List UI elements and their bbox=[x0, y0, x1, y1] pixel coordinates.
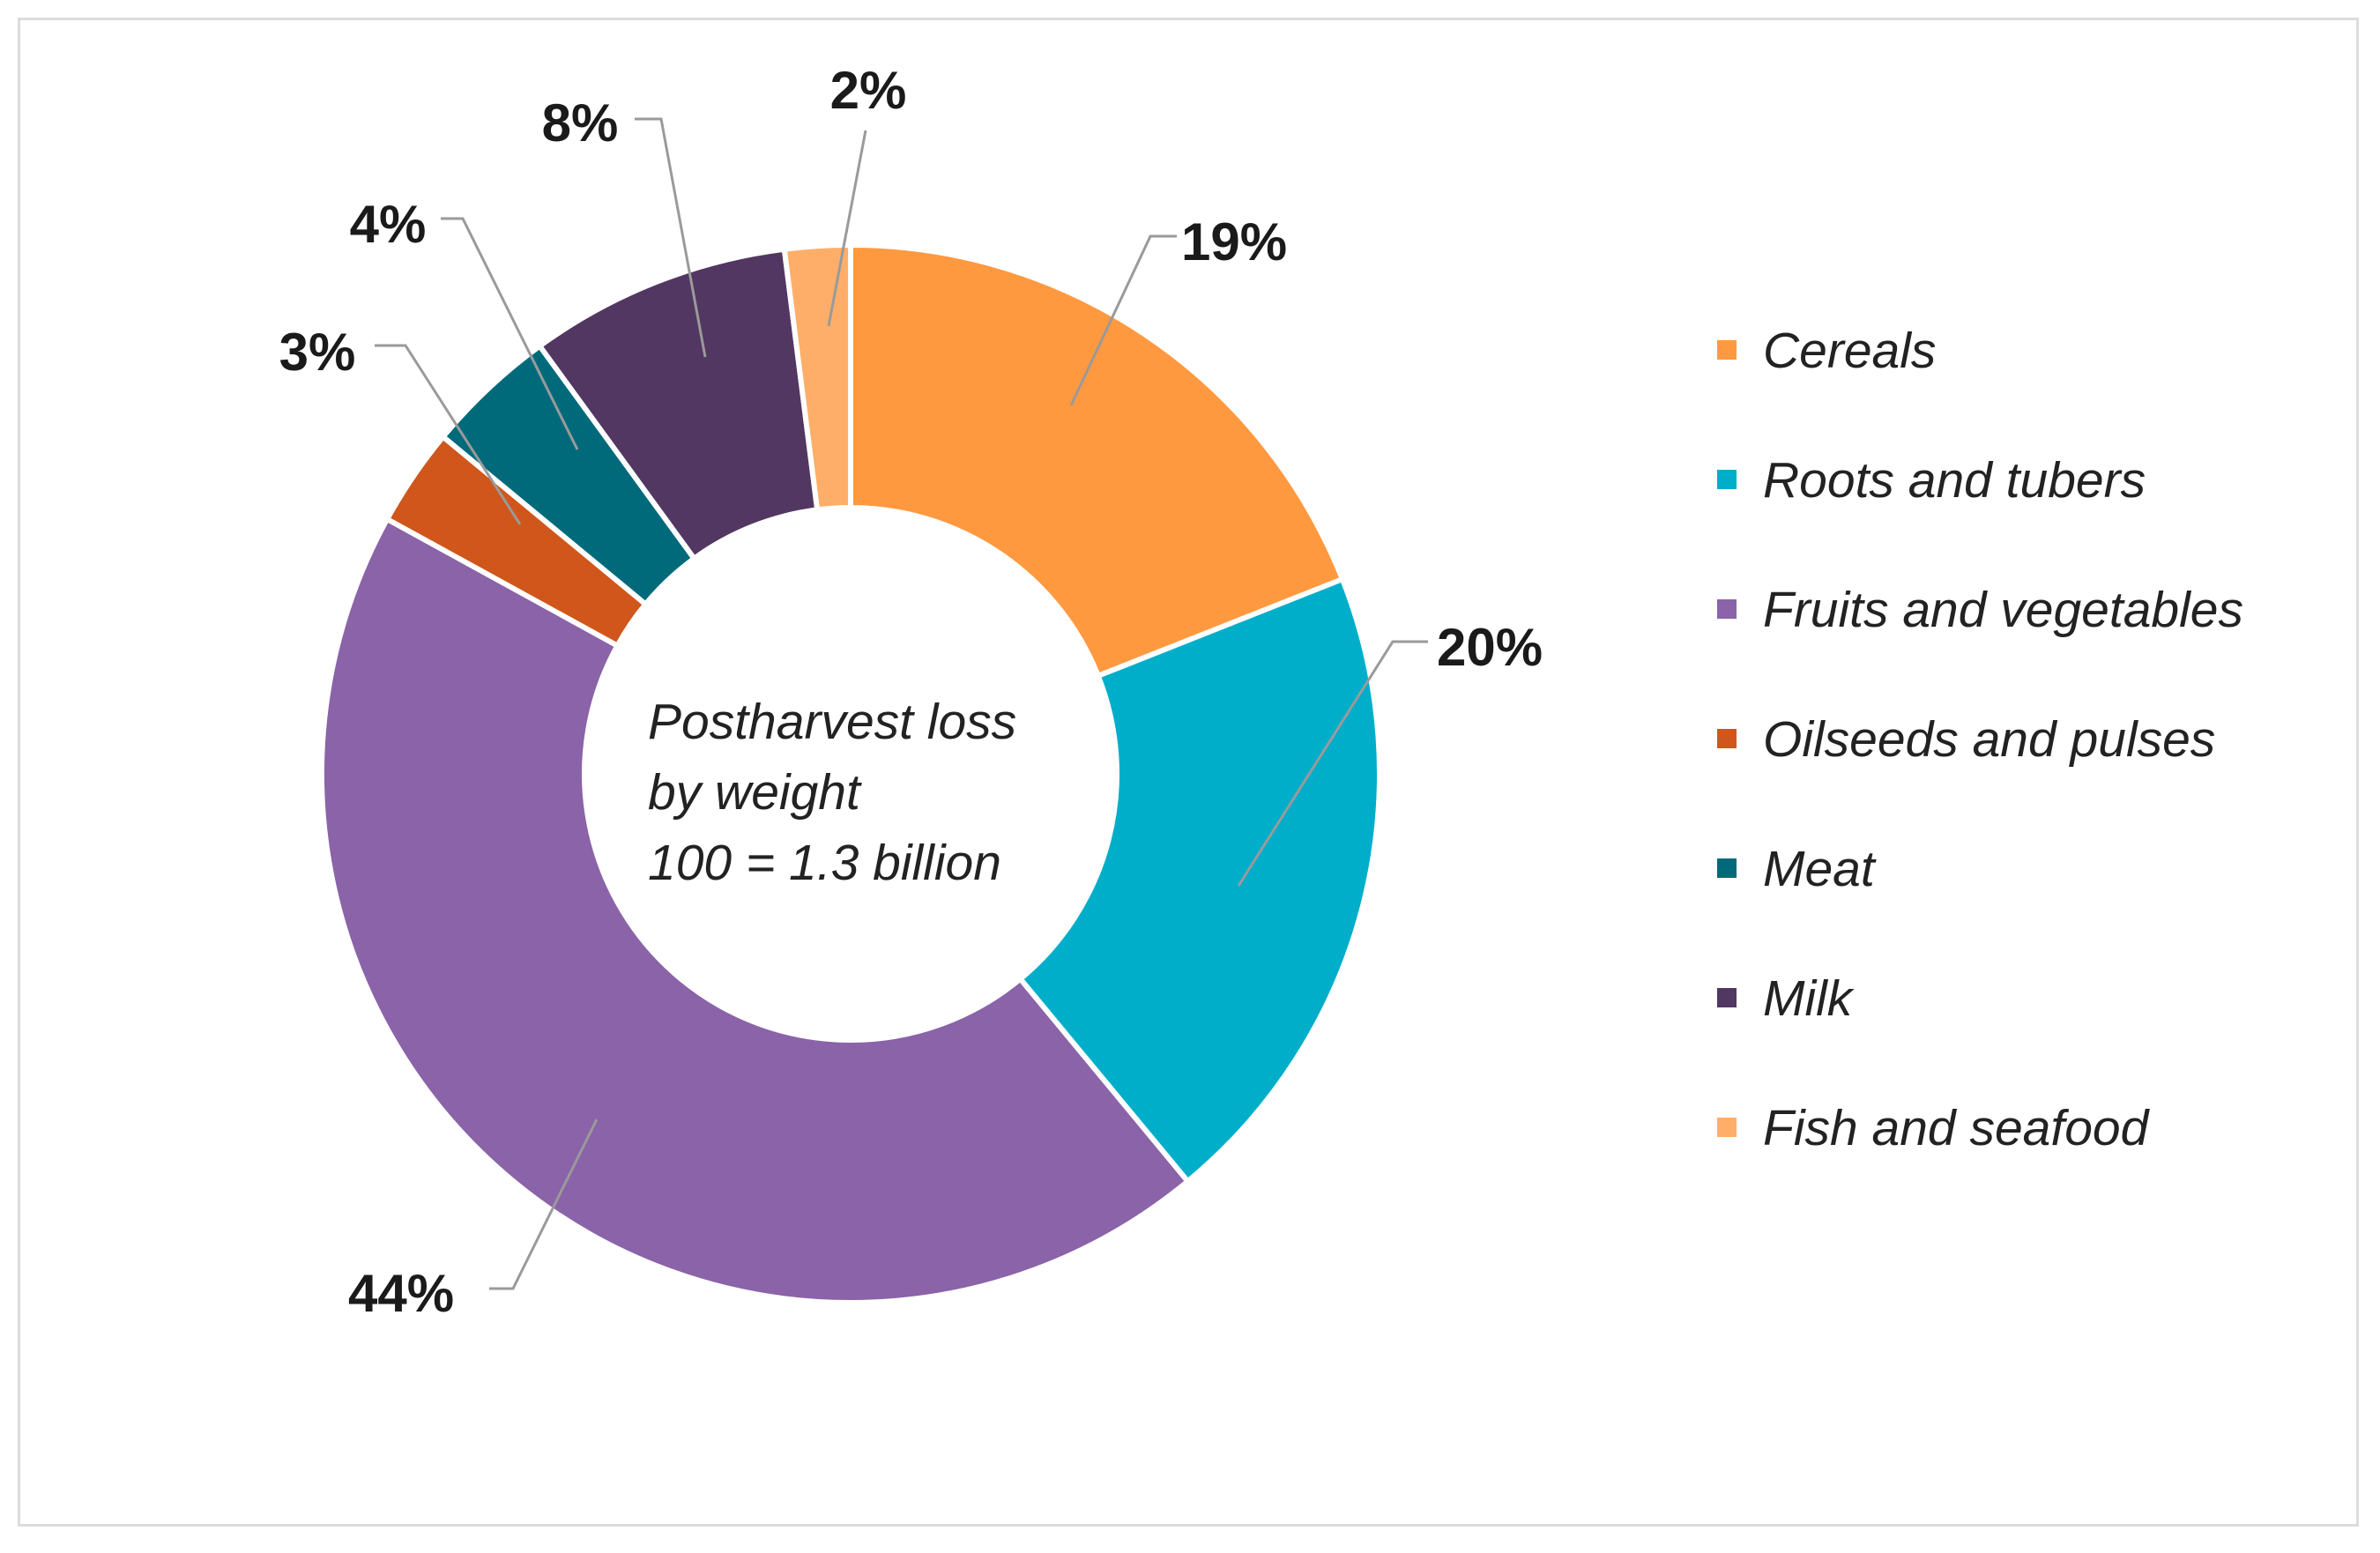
legend-item-oilseeds-and-pulses: Oilseeds and pulses bbox=[1717, 711, 2215, 768]
data-label-milk: 8% bbox=[542, 93, 619, 152]
center-label: Postharvest loss by weight 100 = 1.3 billi… bbox=[648, 694, 1016, 891]
data-label-fruits-and-vegetables: 44% bbox=[348, 1264, 454, 1323]
legend-label: Milk bbox=[1763, 970, 1855, 1027]
center-label-line: by weight bbox=[648, 764, 862, 821]
legend-swatch bbox=[1717, 729, 1737, 748]
slices-layer bbox=[319, 241, 1382, 1305]
data-label-oilseeds-and-pulses: 3% bbox=[279, 323, 356, 382]
leader-line-milk bbox=[635, 117, 707, 358]
legend-label: Meat bbox=[1763, 841, 1877, 897]
legend-label: Roots and tubers bbox=[1763, 452, 2146, 509]
data-labels-layer: 19% 20% 44% 3% 4% 8% 2% bbox=[279, 61, 1543, 1323]
legend: Cereals Roots and tubers Fruits and vegeta… bbox=[1717, 323, 2243, 1156]
slice-roots-and-tubers bbox=[1016, 576, 1382, 1185]
slice-cereals bbox=[848, 241, 1346, 680]
legend-swatch bbox=[1717, 340, 1737, 360]
data-label-meat: 4% bbox=[350, 195, 427, 254]
data-label-cereals: 19% bbox=[1181, 212, 1287, 271]
leader-line-oilseeds-and-pulses bbox=[375, 344, 522, 525]
legend-label: Cereals bbox=[1763, 323, 1936, 379]
legend-swatch bbox=[1717, 988, 1737, 1007]
center-label-line: Postharvest loss bbox=[648, 694, 1016, 750]
leader-line-fruits-and-vegetables bbox=[489, 1118, 599, 1290]
legend-item-cereals: Cereals bbox=[1717, 323, 1936, 379]
leader-line-fish-and-seafood bbox=[827, 130, 867, 327]
legend-swatch bbox=[1717, 599, 1737, 619]
legend-swatch bbox=[1717, 470, 1737, 489]
leader-line-roots-and-tubers bbox=[1237, 640, 1428, 887]
leader-lines-layer bbox=[375, 117, 1428, 1290]
legend-item-fish-and-seafood: Fish and seafood bbox=[1717, 1100, 2151, 1156]
legend-item-fruits-and-vegetables: Fruits and vegetables bbox=[1717, 582, 2243, 638]
data-label-roots-and-tubers: 20% bbox=[1437, 618, 1543, 677]
legend-label: Fish and seafood bbox=[1763, 1100, 2151, 1156]
data-label-fish-and-seafood: 2% bbox=[830, 61, 907, 120]
legend-label: Fruits and vegetables bbox=[1763, 582, 2243, 638]
legend-swatch bbox=[1717, 858, 1737, 878]
legend-item-roots-and-tubers: Roots and tubers bbox=[1717, 452, 2146, 509]
legend-swatch bbox=[1717, 1118, 1737, 1137]
legend-item-milk: Milk bbox=[1717, 970, 1855, 1027]
slice-fruits-and-vegetables bbox=[319, 515, 1192, 1305]
legend-item-meat: Meat bbox=[1717, 841, 1877, 897]
center-label-line: 100 = 1.3 billion bbox=[648, 835, 1001, 891]
leader-line-cereals bbox=[1069, 234, 1177, 406]
slice-fish-and-seafood bbox=[781, 241, 853, 513]
legend-label: Oilseeds and pulses bbox=[1763, 711, 2215, 768]
leader-line-meat bbox=[441, 217, 579, 450]
